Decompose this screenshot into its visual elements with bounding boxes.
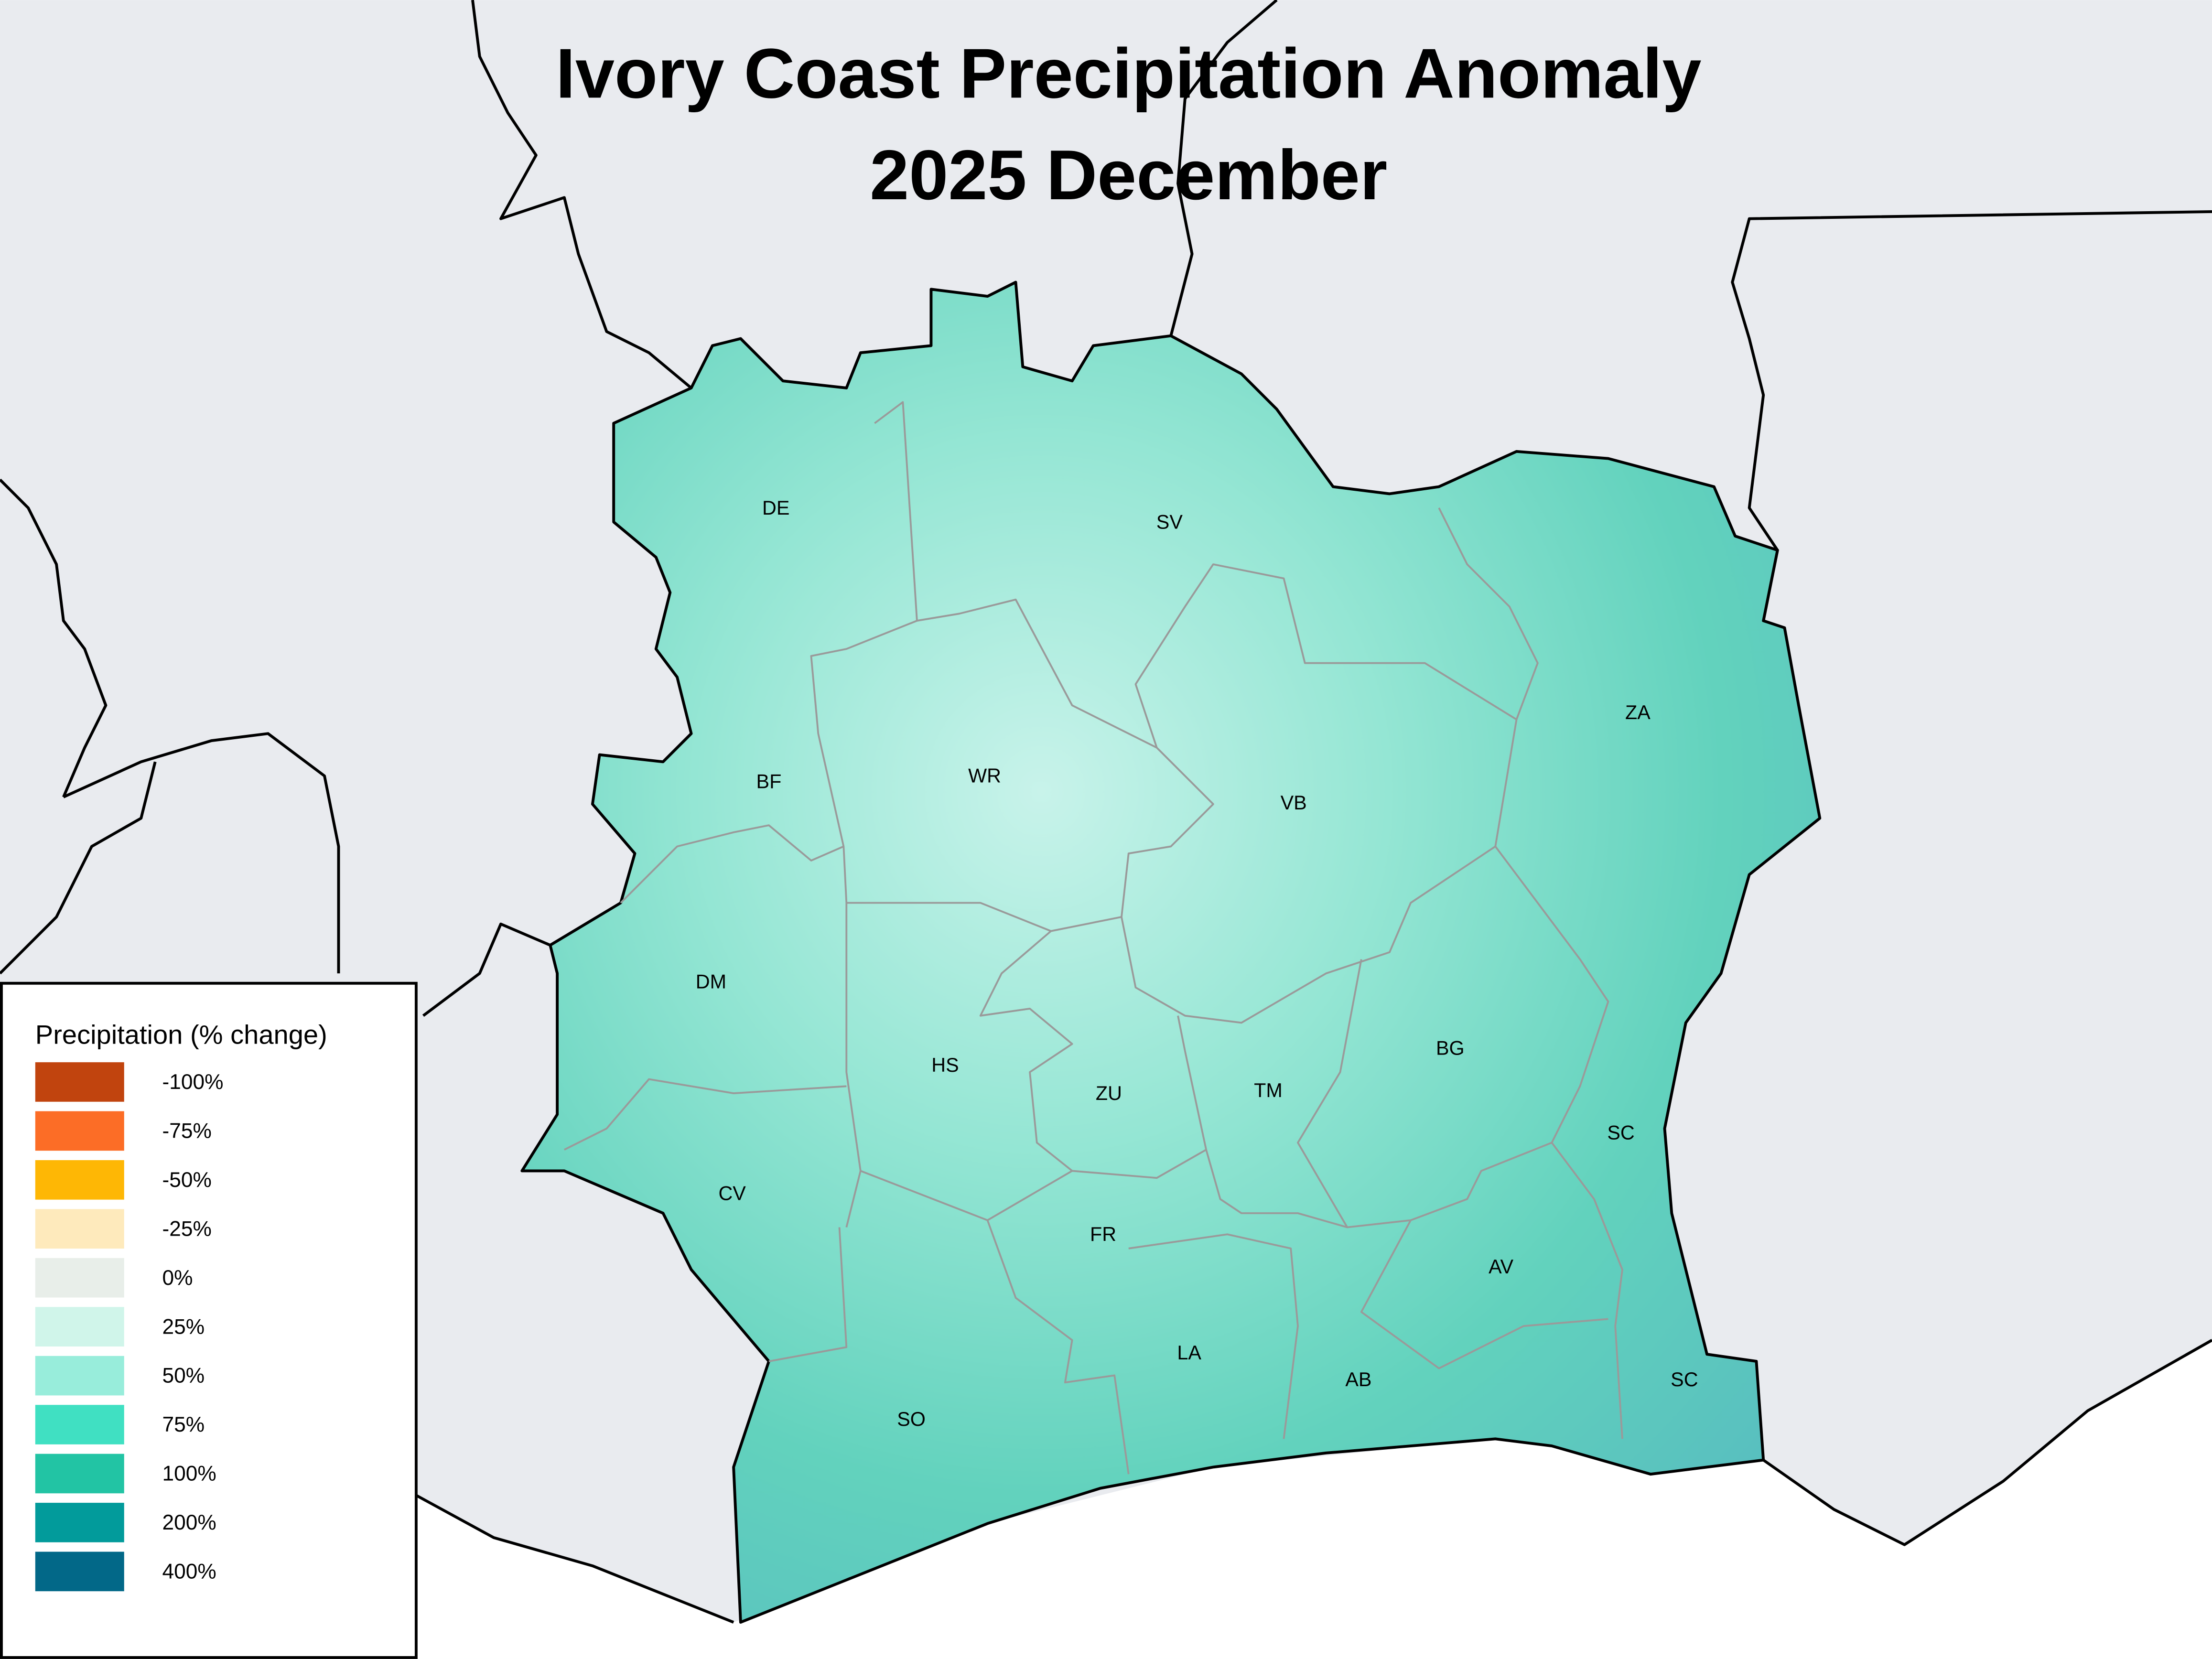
country-fill bbox=[520, 280, 1822, 1624]
legend-label: 25% bbox=[162, 1315, 205, 1338]
region-label: LA bbox=[1177, 1342, 1201, 1364]
region-boundary bbox=[979, 930, 1208, 1179]
legend-label: 0% bbox=[162, 1266, 193, 1290]
region-label: AB bbox=[1345, 1368, 1371, 1390]
coastline bbox=[415, 1494, 734, 1624]
region-label: CV bbox=[718, 1183, 746, 1205]
legend-swatch bbox=[35, 1405, 124, 1444]
legend-swatch bbox=[35, 1209, 124, 1249]
legend-swatch bbox=[35, 1454, 124, 1494]
legend-swatch bbox=[35, 1062, 124, 1102]
country-border bbox=[0, 732, 340, 975]
region-boundary bbox=[1297, 959, 1553, 1228]
legend-label: -50% bbox=[162, 1168, 211, 1192]
region-label: SC bbox=[1671, 1368, 1698, 1390]
legend: Precipitation (% change) -100% -75% -50% -2… bbox=[0, 981, 418, 1659]
country-border bbox=[422, 922, 551, 1017]
title: Ivory Coast Precipitation Anomaly bbox=[556, 34, 1702, 113]
legend-label: -75% bbox=[162, 1120, 211, 1143]
legend-swatch bbox=[35, 1258, 124, 1298]
legend-swatch bbox=[35, 1111, 124, 1151]
region-boundary bbox=[620, 824, 844, 904]
region-boundaries bbox=[564, 401, 1623, 1475]
legend-label: -100% bbox=[162, 1070, 223, 1094]
region-label: ZA bbox=[1625, 701, 1651, 723]
legend-swatch bbox=[35, 1160, 124, 1200]
region-label: BG bbox=[1436, 1037, 1465, 1059]
country-border bbox=[1169, 0, 1278, 336]
legend-label: 50% bbox=[162, 1364, 205, 1388]
region-label: SC bbox=[1607, 1122, 1634, 1144]
legend-label: 100% bbox=[162, 1462, 216, 1486]
region-boundary bbox=[860, 1170, 1299, 1475]
region-boundary bbox=[1121, 719, 1518, 1024]
region-label: BF bbox=[756, 771, 782, 793]
region-label: ZU bbox=[1096, 1082, 1122, 1104]
country-border bbox=[0, 478, 108, 798]
region-label: DM bbox=[696, 971, 726, 993]
region-label: HS bbox=[931, 1054, 959, 1076]
legend-label: 400% bbox=[162, 1560, 216, 1583]
legend-label: 75% bbox=[162, 1413, 205, 1436]
region-boundary bbox=[1134, 507, 1539, 748]
ocean bbox=[416, 1340, 2212, 1659]
region-labels: DE SV ZA BF WR VB DM HS ZU TM BG SC CV FR AV LA AB SC SO bbox=[696, 497, 1698, 1430]
country-border bbox=[471, 0, 692, 389]
region-boundary bbox=[810, 401, 918, 1228]
region-label: DE bbox=[762, 497, 789, 519]
region-label: TM bbox=[1254, 1079, 1283, 1101]
region-boundary bbox=[1360, 1219, 1608, 1369]
region-label: WR bbox=[968, 765, 1001, 787]
legend-swatch bbox=[35, 1503, 124, 1542]
legend-label: -25% bbox=[162, 1217, 211, 1240]
legend-swatch bbox=[35, 1551, 124, 1592]
legend-swatch bbox=[35, 1356, 124, 1396]
region-boundary bbox=[564, 1078, 848, 1362]
region-boundary bbox=[1205, 1149, 1348, 1228]
region-boundary bbox=[846, 598, 1214, 932]
region-label: AV bbox=[1489, 1256, 1513, 1278]
region-label: VB bbox=[1281, 792, 1307, 814]
legend-label: 200% bbox=[162, 1511, 216, 1534]
title: 2025 December bbox=[870, 136, 1387, 215]
legend-title: Precipitation (% change) bbox=[35, 1020, 327, 1050]
region-label: FR bbox=[1090, 1223, 1116, 1245]
region-label: SO bbox=[897, 1408, 926, 1430]
legend-swatch bbox=[35, 1307, 124, 1347]
coastline bbox=[1762, 1339, 2212, 1546]
region-label: SV bbox=[1156, 511, 1183, 533]
